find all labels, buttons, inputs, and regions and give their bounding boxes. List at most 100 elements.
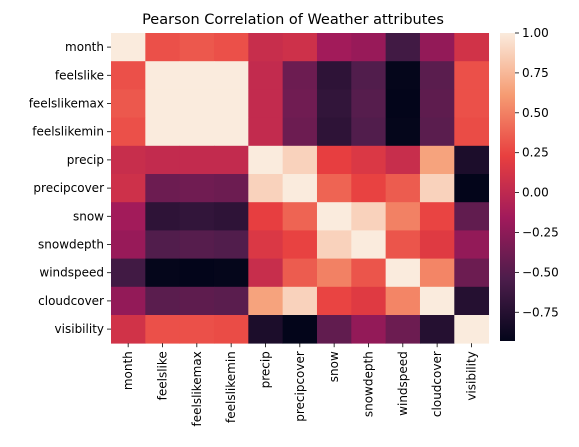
colorbar-tick-label: 0.75 xyxy=(522,66,549,80)
heatmap-cell xyxy=(419,145,455,175)
heatmap-cell xyxy=(454,117,490,147)
colorbar-tick-labels: 1.00 0.75 0.50 0.25 0.00 −0.25 −0.50 −0.75 xyxy=(515,26,559,319)
heatmap-cell xyxy=(419,89,455,118)
x-axis-tick-labels: month feelslike feelslikemax feelslikemin pr… xyxy=(121,343,478,426)
heatmap-cell xyxy=(419,230,455,259)
x-tick-label: visibility xyxy=(464,351,478,400)
heatmap-cell xyxy=(145,33,181,62)
heatmap-cell xyxy=(419,174,455,203)
heatmap-cell xyxy=(213,258,249,288)
y-axis-tick-labels: month feelslike feelslikemax feelslikemin pr… xyxy=(29,40,111,336)
heatmap-cell xyxy=(385,258,421,288)
heatmap-cell xyxy=(111,174,146,203)
heatmap-cell xyxy=(111,145,146,175)
y-tick-label: month xyxy=(65,40,104,54)
heatmap-cell xyxy=(316,315,352,344)
heatmap-cell xyxy=(316,174,352,203)
heatmap-cell xyxy=(351,174,387,203)
heatmap-cell xyxy=(282,174,318,203)
heatmap-cell xyxy=(282,33,318,62)
heatmap-cell xyxy=(179,33,215,62)
heatmap-cell xyxy=(454,61,490,90)
heatmap-cell xyxy=(179,286,215,316)
heatmap-cell xyxy=(213,145,249,175)
heatmap-cell xyxy=(419,258,455,288)
heatmap-cell xyxy=(213,89,249,118)
heatmap-cell xyxy=(454,286,490,316)
heatmap-cell xyxy=(145,89,181,118)
heatmap-cell xyxy=(111,286,146,316)
heatmap-cell xyxy=(351,230,387,259)
heatmap-cell xyxy=(111,89,146,118)
heatmap-cell xyxy=(419,315,455,344)
chart-title: Pearson Correlation of Weather attribute… xyxy=(142,12,444,28)
heatmap-cell xyxy=(179,315,215,344)
heatmap-cell xyxy=(248,174,284,203)
heatmap-cell xyxy=(111,33,146,62)
colorbar-tick-label: 0.50 xyxy=(522,106,549,120)
heatmap-cell xyxy=(454,202,490,231)
y-tick-label: feelslike xyxy=(55,68,104,82)
heatmap-cell xyxy=(145,286,181,316)
heatmap-cell xyxy=(385,89,421,118)
y-tick-label: precipcover xyxy=(33,181,104,195)
heatmap-cell xyxy=(145,61,181,90)
x-tick-label: feelslikemax xyxy=(190,351,204,426)
heatmap-cell xyxy=(454,315,490,344)
heatmap-cell xyxy=(248,258,284,288)
heatmap-cell xyxy=(179,230,215,259)
heatmap-cell xyxy=(419,117,455,147)
heatmap-cell xyxy=(248,230,284,259)
heatmap-cell xyxy=(351,61,387,90)
heatmap-cell xyxy=(282,286,318,316)
heatmap-cell xyxy=(419,61,455,90)
heatmap-cell xyxy=(454,145,490,175)
heatmap-cell xyxy=(351,258,387,288)
heatmap-cell xyxy=(351,117,387,147)
heatmap-cell xyxy=(282,315,318,344)
heatmap-cell xyxy=(385,145,421,175)
y-tick-label: feelslikemin xyxy=(32,125,104,139)
x-tick-label: windspeed xyxy=(396,351,410,416)
heatmap-cell xyxy=(179,174,215,203)
heatmap-cell xyxy=(248,145,284,175)
y-tick-label: snowdepth xyxy=(38,238,104,252)
heatmap-cell xyxy=(213,202,249,231)
heatmap-cell xyxy=(111,315,146,344)
heatmap-cell xyxy=(282,258,318,288)
heatmap-cell xyxy=(213,33,249,62)
heatmap-cell xyxy=(145,315,181,344)
y-tick-label: visibility xyxy=(55,322,104,336)
heatmap-cell xyxy=(111,230,146,259)
colorbar-tick-label: −0.50 xyxy=(522,265,559,279)
heatmap-cell xyxy=(454,230,490,259)
x-tick-label: snowdepth xyxy=(361,351,375,417)
heatmap-cell xyxy=(179,202,215,231)
heatmap-cell xyxy=(248,286,284,316)
y-tick-label: cloudcover xyxy=(38,294,104,308)
x-tick-label: snow xyxy=(327,351,341,382)
heatmap-cell xyxy=(248,61,284,90)
heatmap-cell xyxy=(111,61,146,90)
y-tick-label: feelslikemax xyxy=(29,97,104,111)
heatmap-cell xyxy=(248,117,284,147)
heatmap-cell xyxy=(145,230,181,259)
heatmap-cell xyxy=(282,61,318,90)
colorbar-tick-label: 0.25 xyxy=(522,146,549,160)
heatmap-cell xyxy=(385,202,421,231)
colorbar xyxy=(500,33,515,341)
heatmap-cell xyxy=(145,202,181,231)
heatmap-cell xyxy=(213,117,249,147)
heatmap-cell xyxy=(351,145,387,175)
y-tick-label: windspeed xyxy=(39,266,104,280)
x-tick-label: feelslike xyxy=(155,351,169,400)
heatmap-cell xyxy=(248,315,284,344)
heatmap-cell xyxy=(351,33,387,62)
heatmap-cell xyxy=(248,33,284,62)
colorbar-tick-label: 0.00 xyxy=(522,186,549,200)
heatmap-cell xyxy=(282,202,318,231)
heatmap-cell xyxy=(316,33,352,62)
heatmap-cell xyxy=(385,61,421,90)
x-tick-label: precip xyxy=(258,351,272,388)
heatmap-cell xyxy=(111,202,146,231)
